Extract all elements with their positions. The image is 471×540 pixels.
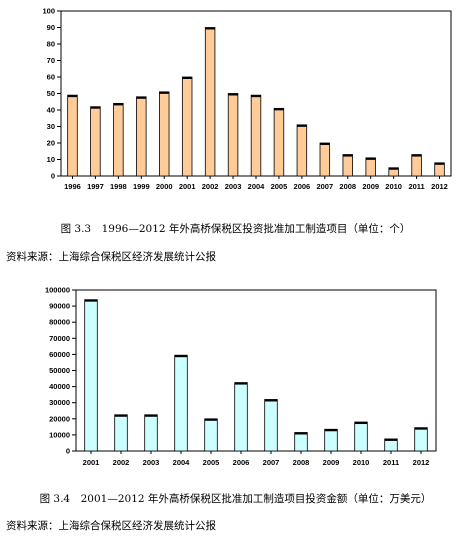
y-tick-label: 10: [47, 155, 55, 164]
x-category-label: 2012: [413, 458, 430, 467]
x-category-label: 2006: [294, 182, 311, 191]
bar: [411, 154, 422, 177]
x-category-label: 2001: [83, 458, 100, 467]
y-tick-label: 100: [42, 7, 55, 16]
y-tick-label: 60: [47, 73, 55, 82]
y-tick-label: 90: [47, 23, 55, 32]
x-category-label: 2009: [323, 458, 340, 467]
y-tick-label: 20000: [49, 414, 70, 423]
x-category-label: 2012: [431, 182, 448, 191]
y-tick-label: 30000: [49, 398, 70, 407]
bar: [294, 432, 308, 452]
x-category-label: 2011: [383, 458, 399, 467]
chart-projects: 0 10 20 30 40 50 60 70 80 90 100 1996 1997 1998 1999 20…: [0, 0, 471, 214]
x-category-label: 2007: [263, 458, 280, 467]
data-source-note-investment: 资料来源：上海综合保税区经济发展统计公报: [6, 520, 216, 532]
bar: [365, 157, 376, 177]
x-category-label: 2007: [316, 182, 333, 191]
bar: [319, 142, 331, 177]
y-tick-label: 80: [47, 40, 55, 49]
y-tick-label: 40: [47, 106, 55, 115]
bar: [204, 27, 216, 177]
figure-caption-investment: 图 3.4 2001—2012 年外高桥保税区批准加工制造项目投资金额（单位：万…: [39, 493, 432, 505]
x-category-label: 2008: [339, 182, 356, 191]
x-category-label: 2001: [179, 182, 196, 191]
x-category-label: 2000: [156, 182, 173, 191]
y-tick-label: 60000: [49, 350, 70, 359]
plot-area-frame: [75, 289, 437, 452]
x-category-label: 2010: [353, 458, 370, 467]
x-category-label: 2005: [271, 182, 288, 191]
bar: [273, 107, 285, 177]
y-tick-label: 10000: [49, 430, 70, 439]
bar: [204, 418, 218, 452]
y-tick-label: 20: [47, 139, 55, 148]
bar: [144, 414, 158, 452]
chart-projects-svg: 0 10 20 30 40 50 60 70 80 90 100 1996 1997 1998 1999 20…: [42, 7, 452, 191]
bar: [296, 124, 308, 177]
bar: [354, 421, 368, 452]
bar: [227, 93, 239, 177]
y-tick-label: 50: [47, 89, 55, 98]
bar: [114, 414, 128, 452]
figure-caption-projects: 图 3.3 1996—2012 年外高桥保税区投资批准加工制造项目（单位：个）: [60, 223, 411, 235]
x-category-label: 2009: [362, 182, 379, 191]
bar: [67, 94, 78, 177]
y-tick-label: 100000: [45, 286, 70, 295]
y-tick-label: 30: [47, 122, 55, 131]
x-category-label: 2008: [293, 458, 310, 467]
x-category-label: 2003: [143, 458, 160, 467]
bar: [136, 96, 147, 177]
x-category-label: 2010: [385, 182, 402, 191]
y-tick-label: 0: [66, 447, 70, 456]
bar: [84, 299, 98, 452]
bar: [250, 94, 262, 177]
bar: [264, 399, 278, 452]
bar: [181, 76, 193, 177]
x-category-label: 1998: [110, 182, 127, 191]
x-category-label: 2006: [233, 458, 250, 467]
chart-investment-svg: 0 10000 20000 30000 40000 50000 60000 70000 8000…: [45, 286, 437, 467]
y-tick-label: 70000: [49, 334, 70, 343]
x-category-label: 2004: [173, 458, 191, 467]
bar: [113, 103, 124, 177]
x-category-label: 1999: [133, 182, 150, 191]
x-category-label: 2003: [225, 182, 242, 191]
bar: [342, 154, 353, 177]
x-category-label: 1997: [87, 182, 104, 191]
x-category-label: 2011: [408, 182, 424, 191]
y-tick-label: 0: [51, 172, 55, 181]
bar: [174, 354, 188, 452]
bar: [90, 106, 101, 177]
data-source-note-projects: 资料来源：上海综合保税区经济发展统计公报: [6, 251, 216, 263]
chart-investment: 0 10000 20000 30000 40000 50000 60000 70000 8000…: [0, 282, 471, 480]
y-tick-label: 90000: [49, 302, 70, 311]
y-tick-label: 80000: [49, 318, 70, 327]
bar: [414, 427, 428, 452]
bar: [159, 91, 170, 177]
y-tick-label: 70: [47, 56, 55, 65]
y-tick-label: 50000: [49, 366, 70, 375]
x-category-label: 2002: [202, 182, 219, 191]
x-category-label: 2002: [113, 458, 130, 467]
x-category-label: 1996: [64, 182, 81, 191]
bar: [324, 428, 338, 452]
y-tick-label: 40000: [49, 382, 70, 391]
bar: [234, 382, 248, 452]
x-category-label: 2004: [248, 182, 266, 191]
x-category-label: 2005: [203, 458, 220, 467]
